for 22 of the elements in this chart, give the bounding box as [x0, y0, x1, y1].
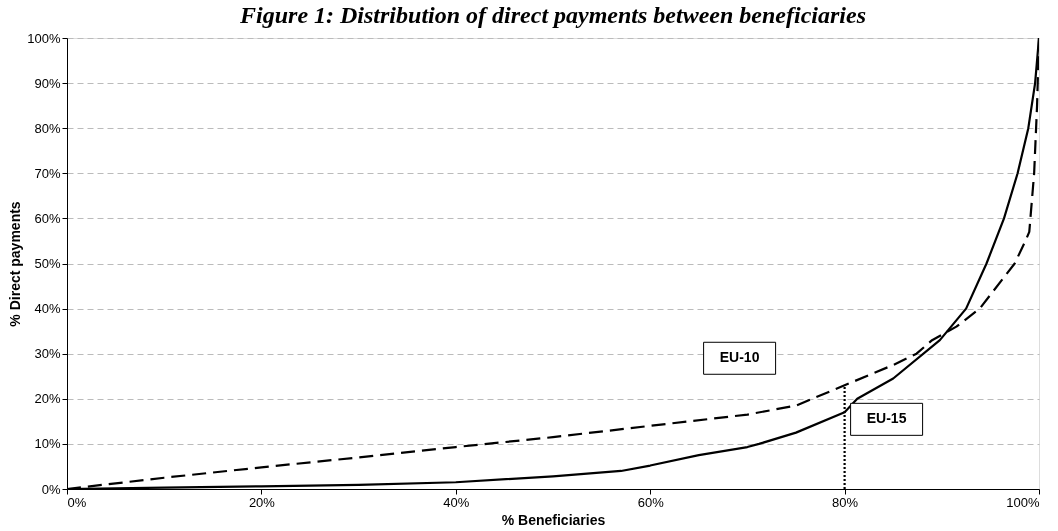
- x-tick-label: 100%: [1006, 494, 1040, 510]
- series-label: EU-15: [866, 410, 907, 427]
- y-tick-label: 30%: [34, 346, 61, 362]
- y-tick-label: 80%: [34, 120, 61, 136]
- x-axis-title: % Beneficiaries: [501, 511, 606, 528]
- y-tick-label: 20%: [34, 391, 61, 407]
- y-axis-title: % Direct payments: [7, 201, 24, 327]
- y-tick-label: 10%: [34, 436, 61, 452]
- x-tick-label: 40%: [443, 494, 470, 510]
- y-tick-label: 60%: [34, 210, 61, 226]
- y-tick-label: 40%: [34, 301, 61, 317]
- x-tick-label: 80%: [832, 494, 859, 510]
- y-tick-label: 70%: [34, 165, 61, 181]
- chart-title: Figure 1: Distribution of direct payments between beneficiaries: [239, 2, 866, 28]
- y-tick-label: 90%: [34, 75, 61, 91]
- x-tick-label: 20%: [248, 494, 276, 510]
- y-tick-label: 50%: [34, 256, 61, 271]
- x-tick-label: 0%: [67, 494, 87, 510]
- x-tick-label: 60%: [637, 494, 665, 510]
- y-tick-label: 100%: [27, 30, 61, 46]
- y-tick-label: 0%: [41, 481, 61, 497]
- text: EU-10: [719, 349, 760, 366]
